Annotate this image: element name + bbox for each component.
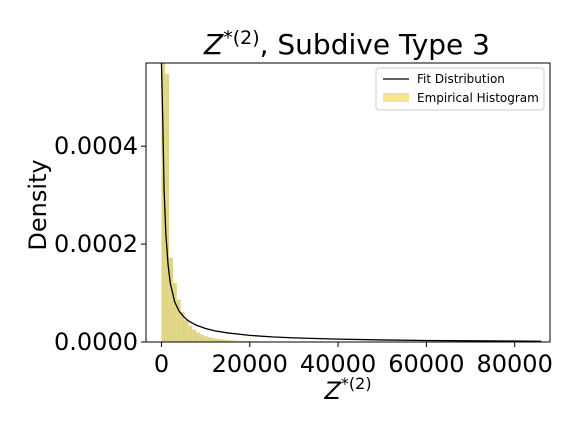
- histogram-bar: [234, 340, 239, 342]
- y-tick-label: 0.0004: [54, 132, 138, 160]
- histogram-bar: [172, 282, 177, 342]
- y-axis-ticks: 0.0000 0.0002 0.0004: [54, 132, 146, 356]
- y-tick-label: 0.0002: [54, 230, 138, 258]
- x-tick-label: 20000: [212, 350, 288, 378]
- histogram-bar: [176, 299, 181, 342]
- x-axis-label: Z*(2): [323, 374, 371, 405]
- histogram-bar: [196, 332, 200, 342]
- histogram-bar: [203, 336, 208, 342]
- histogram-bar: [215, 338, 220, 342]
- fit-distribution-curve: [160, 62, 542, 342]
- histogram-bar: [161, 63, 166, 342]
- chart-title: Z*(2), Subdive Type 3: [203, 27, 490, 61]
- histogram-bar: [222, 339, 227, 342]
- histogram-bar: [238, 340, 243, 342]
- histogram-bar: [226, 340, 231, 342]
- x-tick-label: 60000: [388, 350, 464, 378]
- legend: Fit Distribution Empirical Histogram: [375, 67, 545, 111]
- histogram-bar: [188, 325, 193, 342]
- histogram-bar: [192, 329, 197, 342]
- x-tick-label: 40000: [300, 350, 376, 378]
- histogram-bar: [230, 340, 235, 342]
- histogram-bar: [211, 338, 216, 342]
- histogram-bars: [161, 63, 281, 343]
- legend-label-fit: Fit Distribution: [417, 72, 505, 86]
- histogram-bar: [199, 334, 204, 342]
- histogram-bar: [169, 257, 173, 342]
- histogram-bar: [219, 339, 223, 342]
- legend-label-histogram: Empirical Histogram: [417, 91, 539, 105]
- legend-box: [375, 67, 545, 111]
- y-axis-label: Density: [24, 159, 52, 250]
- histogram-bar: [180, 311, 185, 342]
- x-axis-ticks: 0 20000 40000 60000 80000: [154, 342, 553, 378]
- plot-frame: [145, 62, 551, 343]
- histogram-bar: [165, 73, 170, 343]
- x-tick-label: 0: [154, 350, 169, 378]
- histogram-bar: [184, 319, 189, 342]
- x-tick-label: 80000: [476, 350, 552, 378]
- histogram-bar: [207, 337, 212, 342]
- legend-patch-swatch: [383, 93, 409, 102]
- y-tick-label: 0.0000: [54, 328, 138, 356]
